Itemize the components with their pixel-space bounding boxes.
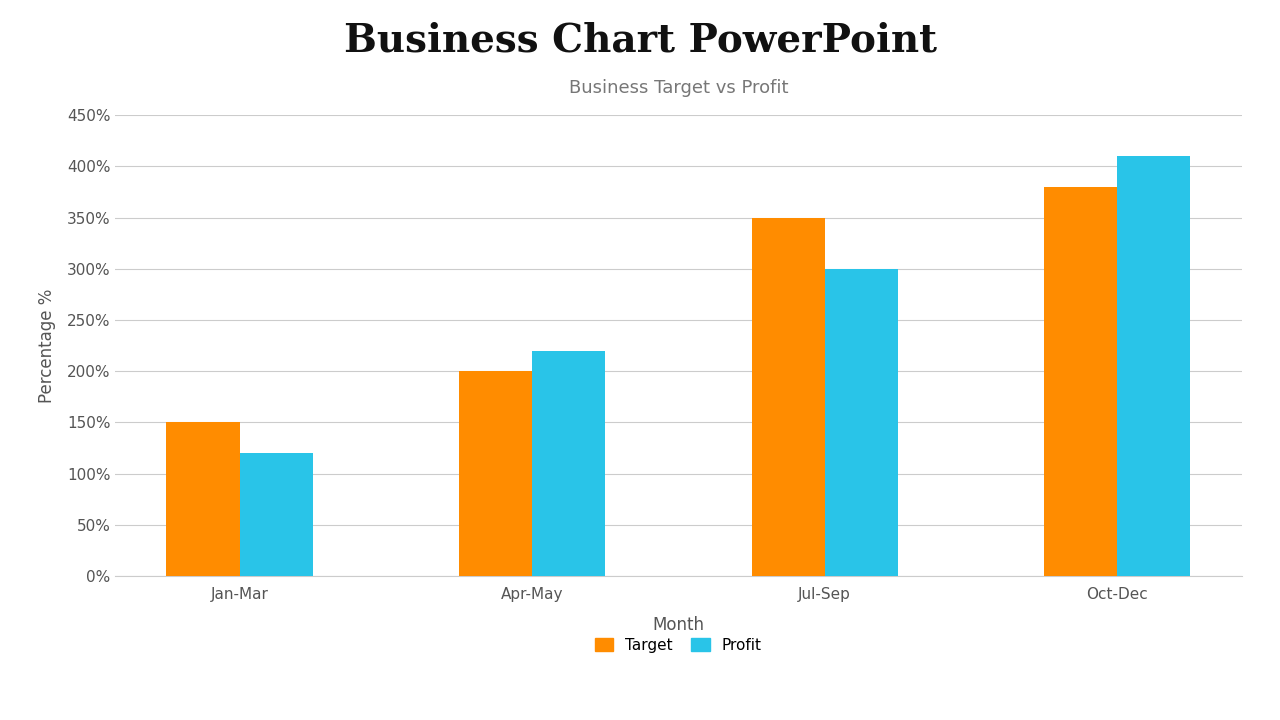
Bar <box>1044 187 1117 576</box>
Bar <box>166 423 239 576</box>
Title: Business Target vs Profit: Business Target vs Profit <box>568 79 788 97</box>
Bar <box>824 269 897 576</box>
Bar <box>751 217 824 576</box>
Bar <box>239 453 312 576</box>
Bar <box>532 351 605 576</box>
Bar <box>1117 156 1190 576</box>
Y-axis label: Percentage %: Percentage % <box>37 289 55 402</box>
Legend: Target, Profit: Target, Profit <box>588 630 769 660</box>
X-axis label: Month: Month <box>653 616 704 634</box>
Bar <box>460 372 532 576</box>
Text: Business Chart PowerPoint: Business Chart PowerPoint <box>343 22 937 60</box>
